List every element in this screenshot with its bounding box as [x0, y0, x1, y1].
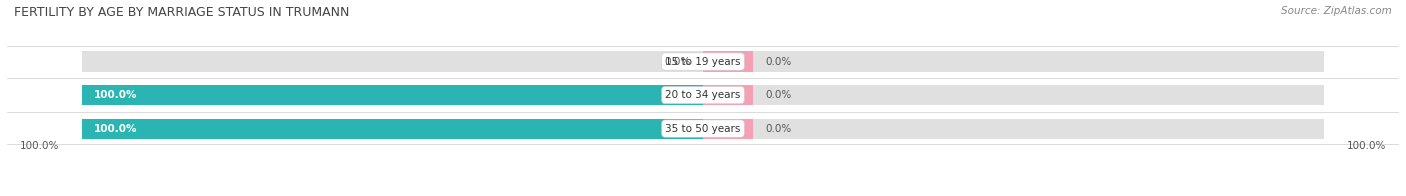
Text: 100.0%: 100.0% [94, 123, 138, 133]
Bar [703, 85, 1324, 105]
Bar [703, 119, 752, 139]
Text: 35 to 50 years: 35 to 50 years [665, 123, 741, 133]
Text: 100.0%: 100.0% [94, 90, 138, 100]
Bar [703, 85, 752, 105]
Bar [703, 52, 1324, 72]
Bar [82, 119, 703, 139]
Text: FERTILITY BY AGE BY MARRIAGE STATUS IN TRUMANN: FERTILITY BY AGE BY MARRIAGE STATUS IN T… [14, 6, 350, 19]
Bar [82, 85, 703, 105]
Text: 100.0%: 100.0% [20, 141, 59, 151]
Text: Source: ZipAtlas.com: Source: ZipAtlas.com [1281, 6, 1392, 16]
Text: 15 to 19 years: 15 to 19 years [665, 57, 741, 67]
Text: 0.0%: 0.0% [765, 90, 792, 100]
Text: 20 to 34 years: 20 to 34 years [665, 90, 741, 100]
Bar [703, 119, 1324, 139]
Text: 100.0%: 100.0% [1347, 141, 1386, 151]
Bar [82, 85, 703, 105]
Bar [703, 52, 752, 72]
Text: 0.0%: 0.0% [765, 123, 792, 133]
Text: 0.0%: 0.0% [765, 57, 792, 67]
Text: 0.0%: 0.0% [664, 57, 690, 67]
Bar [82, 119, 703, 139]
Bar [82, 52, 703, 72]
